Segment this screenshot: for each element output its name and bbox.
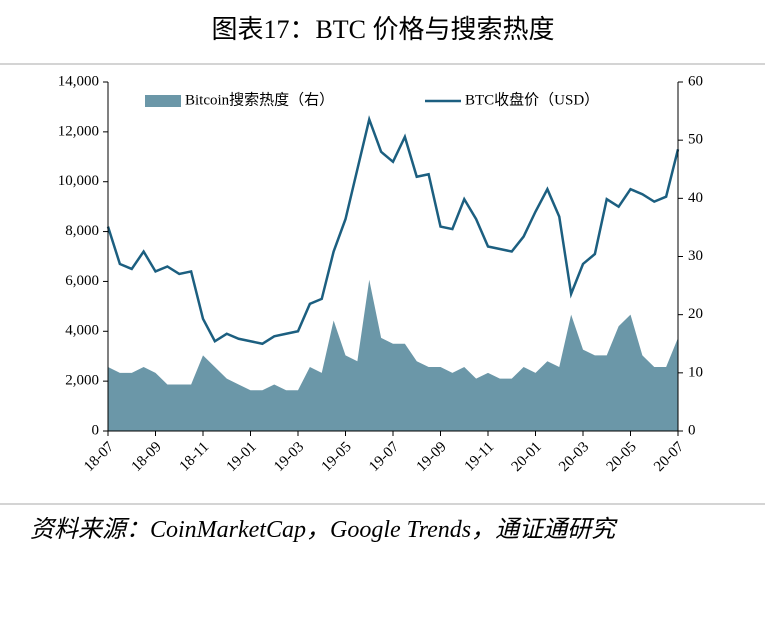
line	[106, 115, 680, 346]
x-tick-label: 20-07	[651, 439, 687, 475]
source-box: 资料来源：CoinMarketCap，Google Trends，通证通研究	[30, 517, 616, 543]
y-tick-label: 4,000	[65, 323, 99, 339]
y-tick-label: 12,000	[58, 123, 99, 139]
y-tick-label: 14,000	[58, 73, 99, 89]
x-tick-label: 18-09	[129, 439, 165, 475]
y2-tick-label: 50	[688, 132, 703, 148]
y2-tick-label: 10	[688, 364, 703, 380]
y2-tick-label: 60	[688, 73, 703, 89]
x-tick-label: 20-05	[604, 439, 640, 475]
y-tick-label: 8,000	[65, 223, 99, 239]
x-tick-label: 19-11	[462, 439, 498, 475]
x-tick-label: 19-09	[414, 439, 450, 475]
x-tick-label: 19-07	[366, 439, 402, 475]
source: 资料来源：CoinMarketCap，Google Trends，通证通研究	[30, 517, 616, 543]
x-tick-label: 18-07	[81, 439, 117, 475]
y-tick-label: 6,000	[65, 273, 99, 289]
x-tick-label: 19-01	[224, 439, 260, 475]
y-tick-label: 0	[92, 422, 100, 438]
x-tick-label: 18-11	[177, 439, 213, 475]
legend-swatch	[145, 95, 181, 107]
area	[108, 279, 678, 431]
legend-label: Bitcoin搜索热度（右）	[185, 91, 334, 108]
y2-tick-label: 40	[688, 190, 703, 206]
chart-title: 图表17：BTC 价格与搜索热度	[211, 15, 554, 44]
x-tick-label: 19-05	[319, 439, 355, 475]
legend-label: BTC收盘价（USD）	[465, 90, 599, 108]
y2-tick-label: 30	[688, 248, 703, 264]
x-tick-label: 20-03	[556, 439, 592, 475]
y2-tick-label: 0	[688, 422, 696, 438]
y-tick-label: 2,000	[65, 373, 99, 389]
x-tick-label: 19-03	[271, 439, 307, 475]
x-tick-label: 20-01	[509, 439, 545, 475]
y2-tick-label: 20	[688, 306, 703, 322]
y-tick-label: 10,000	[58, 173, 99, 189]
